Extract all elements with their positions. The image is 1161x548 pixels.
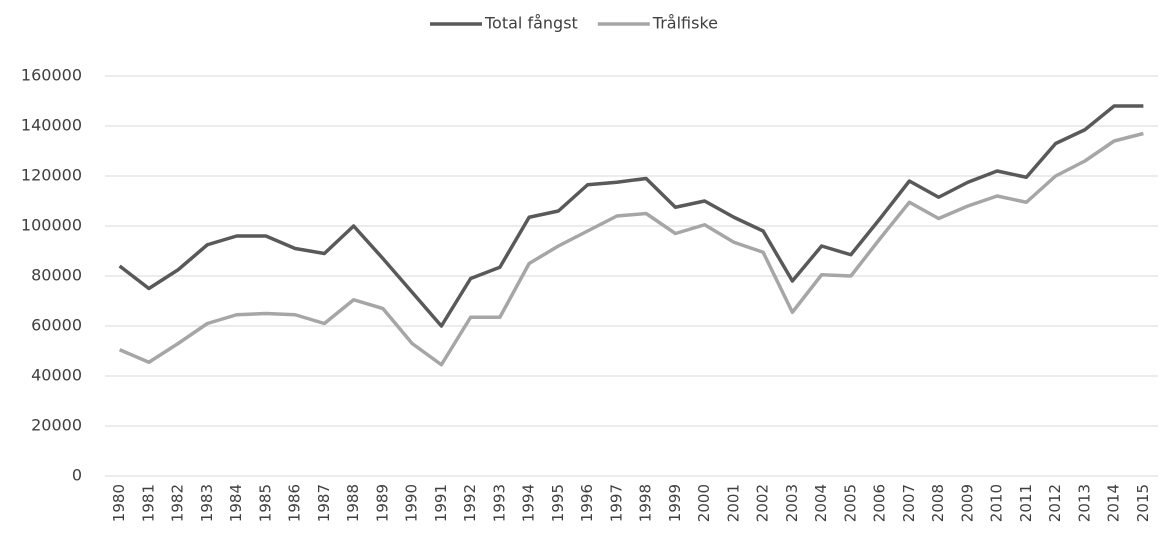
x-tick-label: 2004 [812, 484, 830, 522]
x-tick-label: 1985 [256, 484, 274, 522]
x-tick-label: 2015 [1134, 484, 1152, 522]
x-tick-label: 2012 [1046, 484, 1064, 522]
x-tick-label: 2000 [695, 484, 713, 522]
x-tick-label: 1999 [666, 484, 684, 522]
y-tick-label: 60000 [31, 316, 82, 335]
x-tick-label: 2011 [1017, 484, 1035, 522]
x-tick-label: 1993 [490, 484, 508, 522]
line-series [118, 131, 1144, 367]
x-tick-label: 1988 [344, 484, 362, 522]
x-tick-label: 1980 [110, 484, 128, 522]
x-tick-label: 2003 [783, 484, 801, 522]
y-tick-label: 160000 [21, 66, 82, 85]
x-tick-label: 1984 [227, 484, 245, 522]
y-tick-label: 100000 [21, 216, 82, 235]
x-tick-label: 1990 [403, 484, 421, 522]
y-tick-label: 20000 [31, 416, 82, 435]
x-tick-label: 2009 [958, 484, 976, 522]
x-tick-label: 1982 [169, 484, 187, 522]
line-series [118, 104, 1144, 328]
x-tick-label: 2001 [724, 484, 742, 522]
x-tick-label: 2008 [929, 484, 947, 522]
y-tick-label: 140000 [21, 116, 82, 135]
y-tick-label: 40000 [31, 366, 82, 385]
x-tick-label: 1997 [607, 484, 625, 522]
x-tick-label: 2006 [871, 484, 889, 522]
x-tick-label: 1998 [637, 484, 655, 522]
x-tick-label: 2007 [900, 484, 918, 522]
x-tick-label: 1989 [373, 484, 391, 522]
x-tick-label: 1987 [315, 484, 333, 522]
x-tick-label: 1983 [198, 484, 216, 522]
x-tick-label: 1981 [139, 484, 157, 522]
legend-label: Trålfiske [652, 14, 718, 33]
y-tick-label: 0 [72, 466, 82, 485]
legend-label: Total fångst [484, 14, 578, 33]
x-tick-label: 2010 [988, 484, 1006, 522]
x-tick-label: 2013 [1075, 484, 1093, 522]
x-tick-label: 1995 [549, 484, 567, 522]
x-tick-label: 2014 [1105, 484, 1123, 522]
x-tick-label: 1992 [461, 484, 479, 522]
x-tick-label: 1996 [578, 484, 596, 522]
x-tick-label: 1991 [432, 484, 450, 522]
x-tick-label: 1986 [286, 484, 304, 522]
x-tick-label: 1994 [520, 484, 538, 522]
y-tick-label: 120000 [21, 166, 82, 185]
x-tick-label: 2002 [754, 484, 772, 522]
y-tick-label: 80000 [31, 266, 82, 285]
x-tick-label: 2005 [841, 484, 859, 522]
